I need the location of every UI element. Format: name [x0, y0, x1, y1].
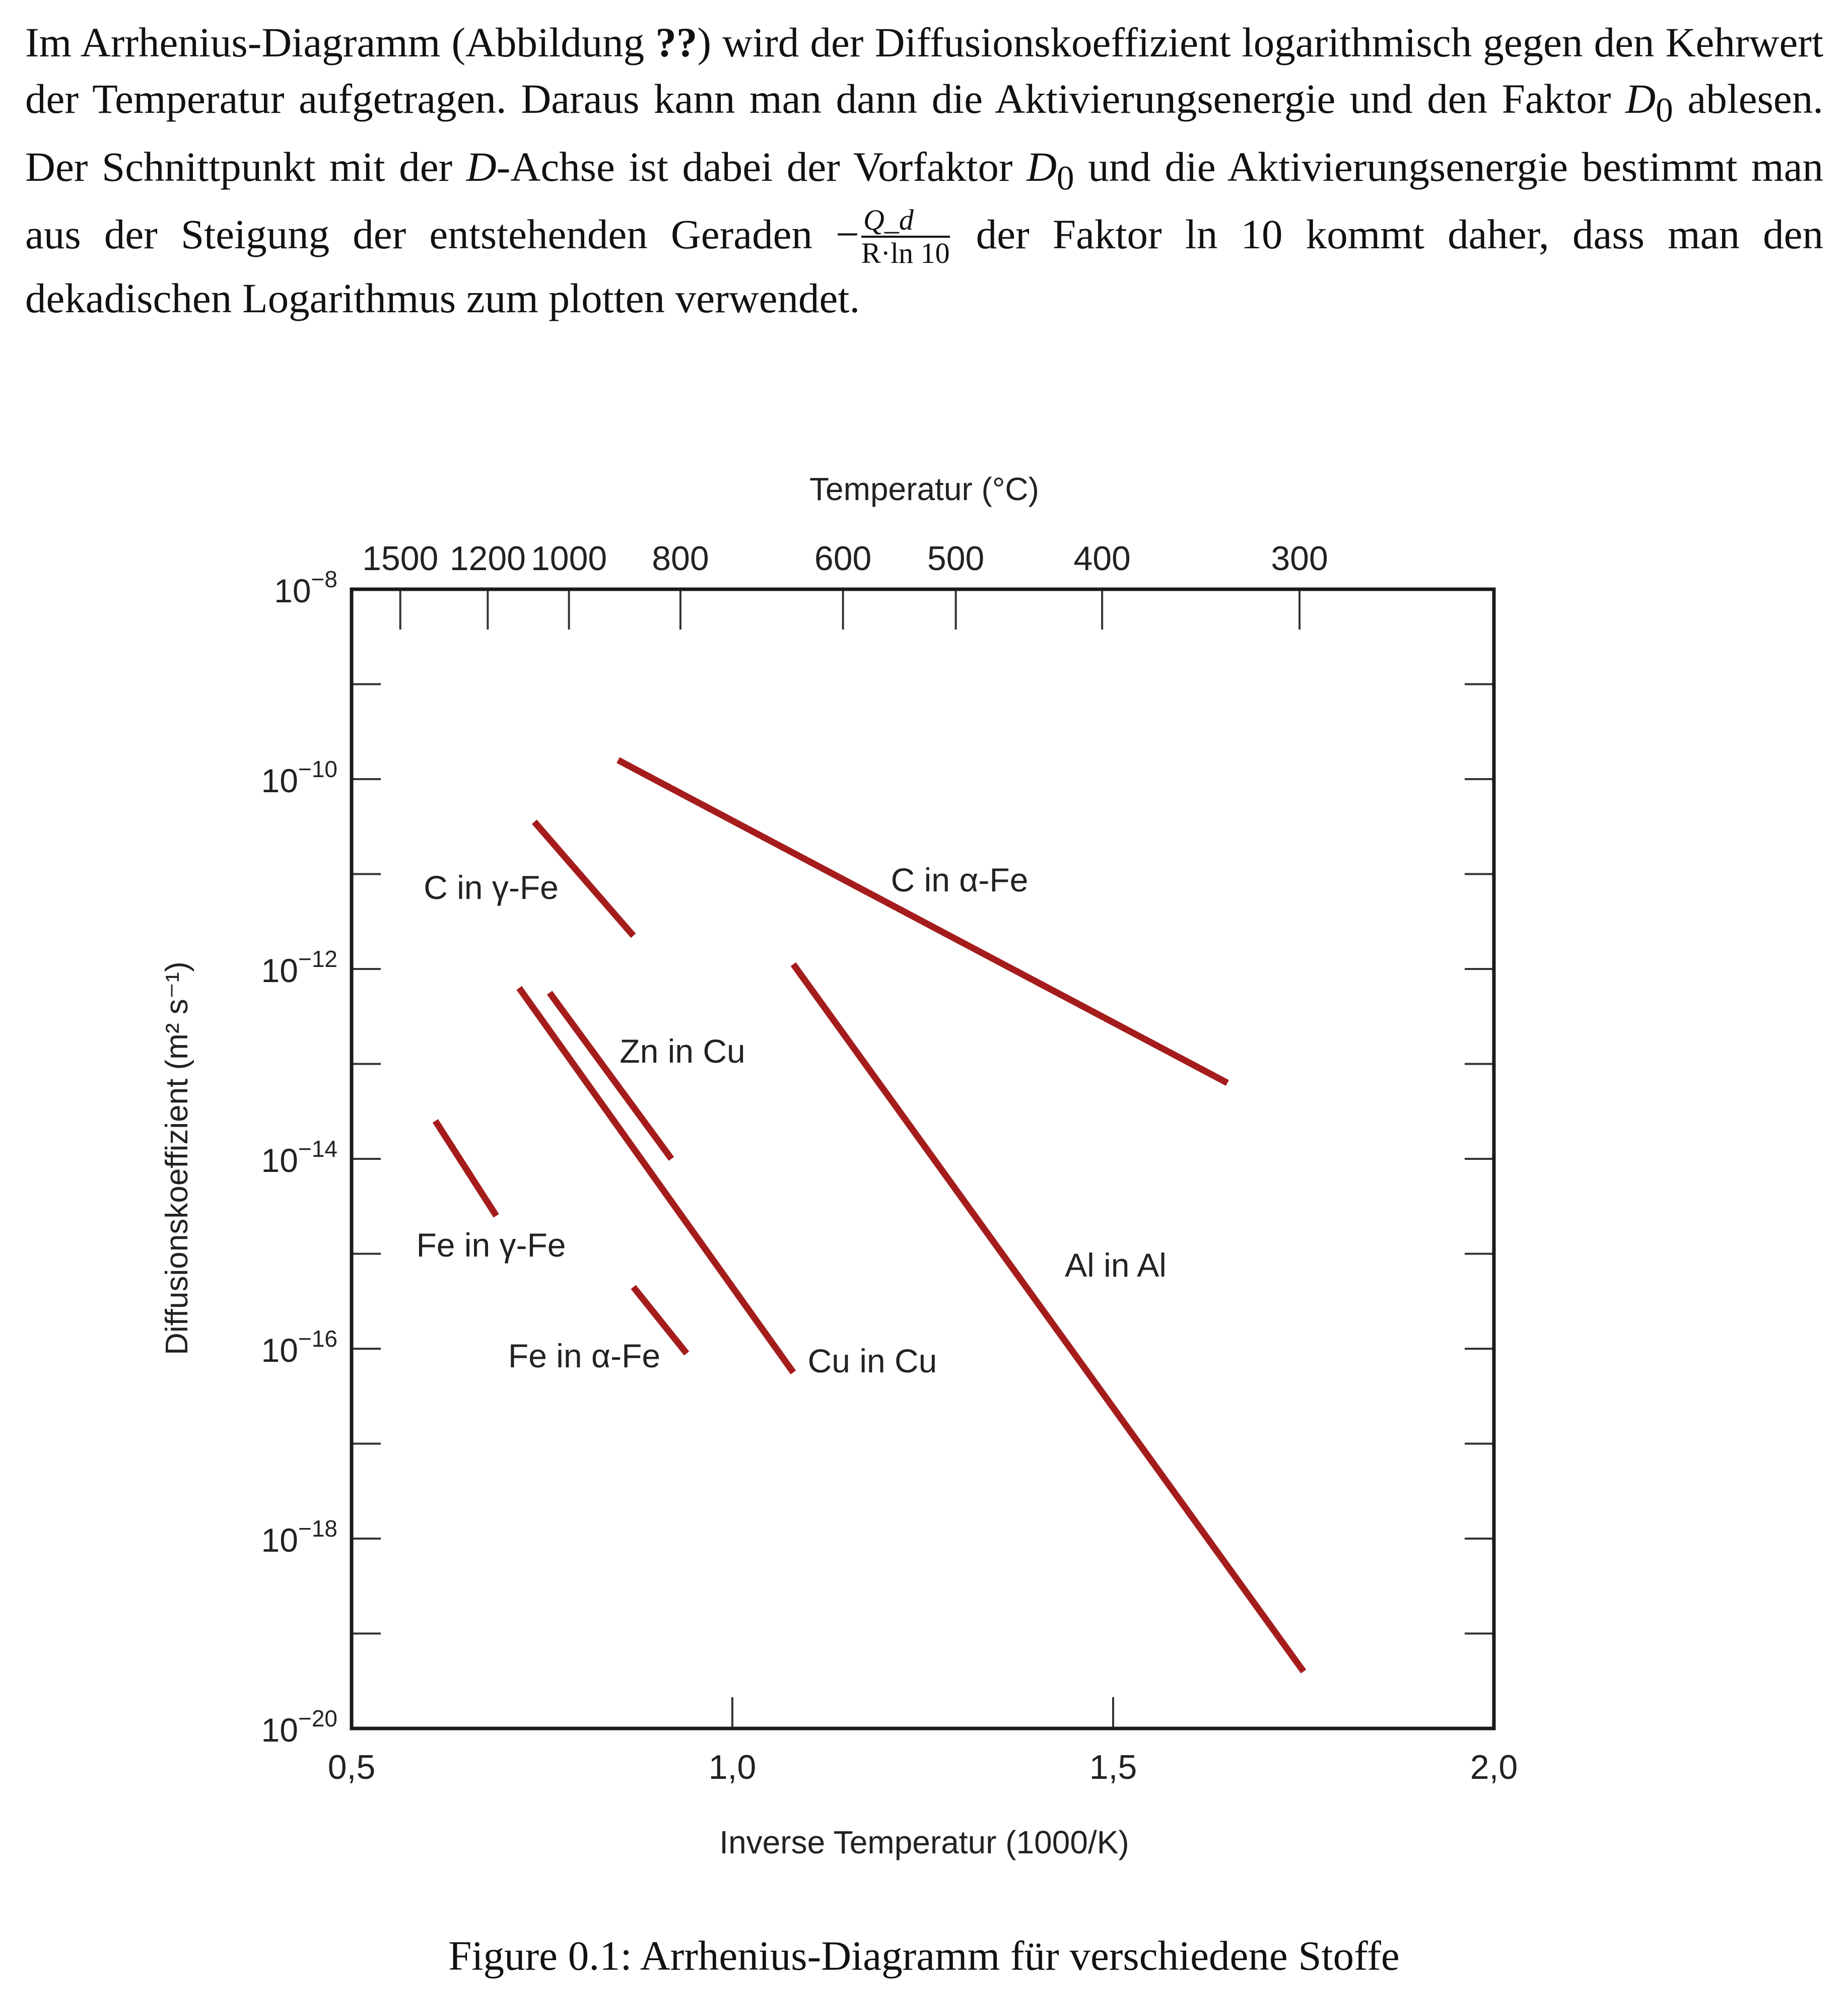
series-line: [516, 986, 796, 1374]
plot-frame: [350, 587, 1496, 1730]
y-tick-label-exponent: −10: [298, 756, 337, 782]
symbol-d0: D: [1625, 76, 1656, 122]
series-line: [531, 819, 636, 938]
y-tick-label-exponent: −12: [298, 946, 337, 972]
y-tick-label-base: 10: [261, 952, 298, 989]
top-tick-label: 600: [814, 539, 871, 578]
y-tick-label-exponent: −8: [311, 566, 337, 592]
x-axis-title: Inverse Temperatur (1000/K): [719, 1824, 1129, 1860]
top-axis-title: Temperatur (°C): [809, 471, 1039, 507]
series-line: [432, 1119, 499, 1218]
series-label: Al in Al: [1065, 1246, 1167, 1284]
y-tick-label-exponent: −14: [298, 1136, 337, 1162]
y-tick-label-base: 10: [261, 1521, 298, 1559]
paragraph-text-2: ) wird der Diffusionskoeffizient logarit…: [25, 19, 1823, 122]
x-tick-label: 1,0: [709, 1748, 757, 1786]
series-line: [631, 1285, 690, 1356]
series-line: [790, 962, 1307, 1674]
y-tick-label: 10−20: [261, 1705, 337, 1749]
figure-reference: ??: [655, 19, 698, 65]
paragraph-text-6: der Faktor ln 10 kommt daher, dass man d…: [25, 211, 1824, 322]
symbol-d: D: [466, 143, 497, 190]
series-label: Fe in α-Fe: [508, 1337, 660, 1374]
y-tick-label-exponent: −16: [298, 1326, 337, 1352]
series-line: [546, 991, 674, 1161]
x-tick-label: 0,5: [328, 1748, 376, 1786]
fraction-denominator: R·ln 10: [861, 237, 950, 270]
fraction-numerator: Q_d: [861, 205, 950, 238]
y-tick-label: 10−8: [274, 566, 337, 609]
paragraph-text-1: Im Arrhenius-Diagramm (Abbildung: [25, 19, 656, 65]
y-axis-title: Diffusionskoeffizient (m² s⁻¹): [160, 961, 194, 1355]
top-tick-label: 1500: [362, 539, 438, 578]
x-tick-label: 1,5: [1089, 1748, 1137, 1786]
series-line: [617, 757, 1229, 1086]
top-tick-label: 1200: [450, 539, 526, 578]
y-tick-label: 10−10: [261, 756, 337, 799]
series-label: Fe in γ-Fe: [416, 1226, 566, 1264]
symbol-d0-second-subscript: 0: [1057, 158, 1074, 197]
y-tick-label: 10−12: [261, 946, 337, 989]
top-tick-label: 300: [1271, 539, 1328, 578]
top-tick-label: 800: [652, 539, 709, 578]
top-tick-label: 1000: [531, 539, 607, 578]
paragraph-text-4: -Achse ist dabei der Vorfaktor: [496, 143, 1027, 190]
paragraph-text-5: und die Aktivierungsenergie bestimmt man…: [25, 143, 1823, 258]
paragraph-text-3: ablesen. Der Schnittpunkt mit der: [25, 76, 1823, 190]
top-tick-label: 400: [1073, 539, 1130, 578]
x-tick-label: 2,0: [1470, 1748, 1518, 1786]
minus-sign: −: [836, 211, 859, 258]
y-tick-label: 10−16: [261, 1326, 337, 1369]
y-tick-label-base: 10: [261, 1332, 298, 1369]
y-tick-label: 10−18: [261, 1515, 337, 1559]
y-tick-label-base: 10: [261, 1142, 298, 1179]
y-tick-label-base: 10: [261, 762, 298, 799]
figure-caption: Figure 0.1: Arrhenius-Diagramm für versc…: [448, 1932, 1400, 1979]
symbol-d0-subscript: 0: [1656, 90, 1673, 129]
slope-fraction: Q_d R·ln 10: [861, 205, 950, 268]
body-paragraph: Im Arrhenius-Diagramm (Abbildung ??) wir…: [25, 14, 1823, 326]
y-tick-label-base: 10: [261, 1711, 298, 1749]
y-tick-label-exponent: −20: [298, 1705, 337, 1731]
series-label: C in α-Fe: [891, 861, 1029, 898]
top-tick-label: 500: [927, 539, 984, 578]
series-label: Zn in Cu: [620, 1032, 745, 1070]
series-label: C in γ-Fe: [424, 869, 559, 906]
symbol-d0-second: D: [1026, 143, 1057, 190]
y-tick-label: 10−14: [261, 1136, 337, 1179]
series-label: Cu in Cu: [808, 1342, 937, 1379]
y-tick-label-base: 10: [274, 572, 311, 609]
y-tick-label-exponent: −18: [298, 1515, 337, 1542]
